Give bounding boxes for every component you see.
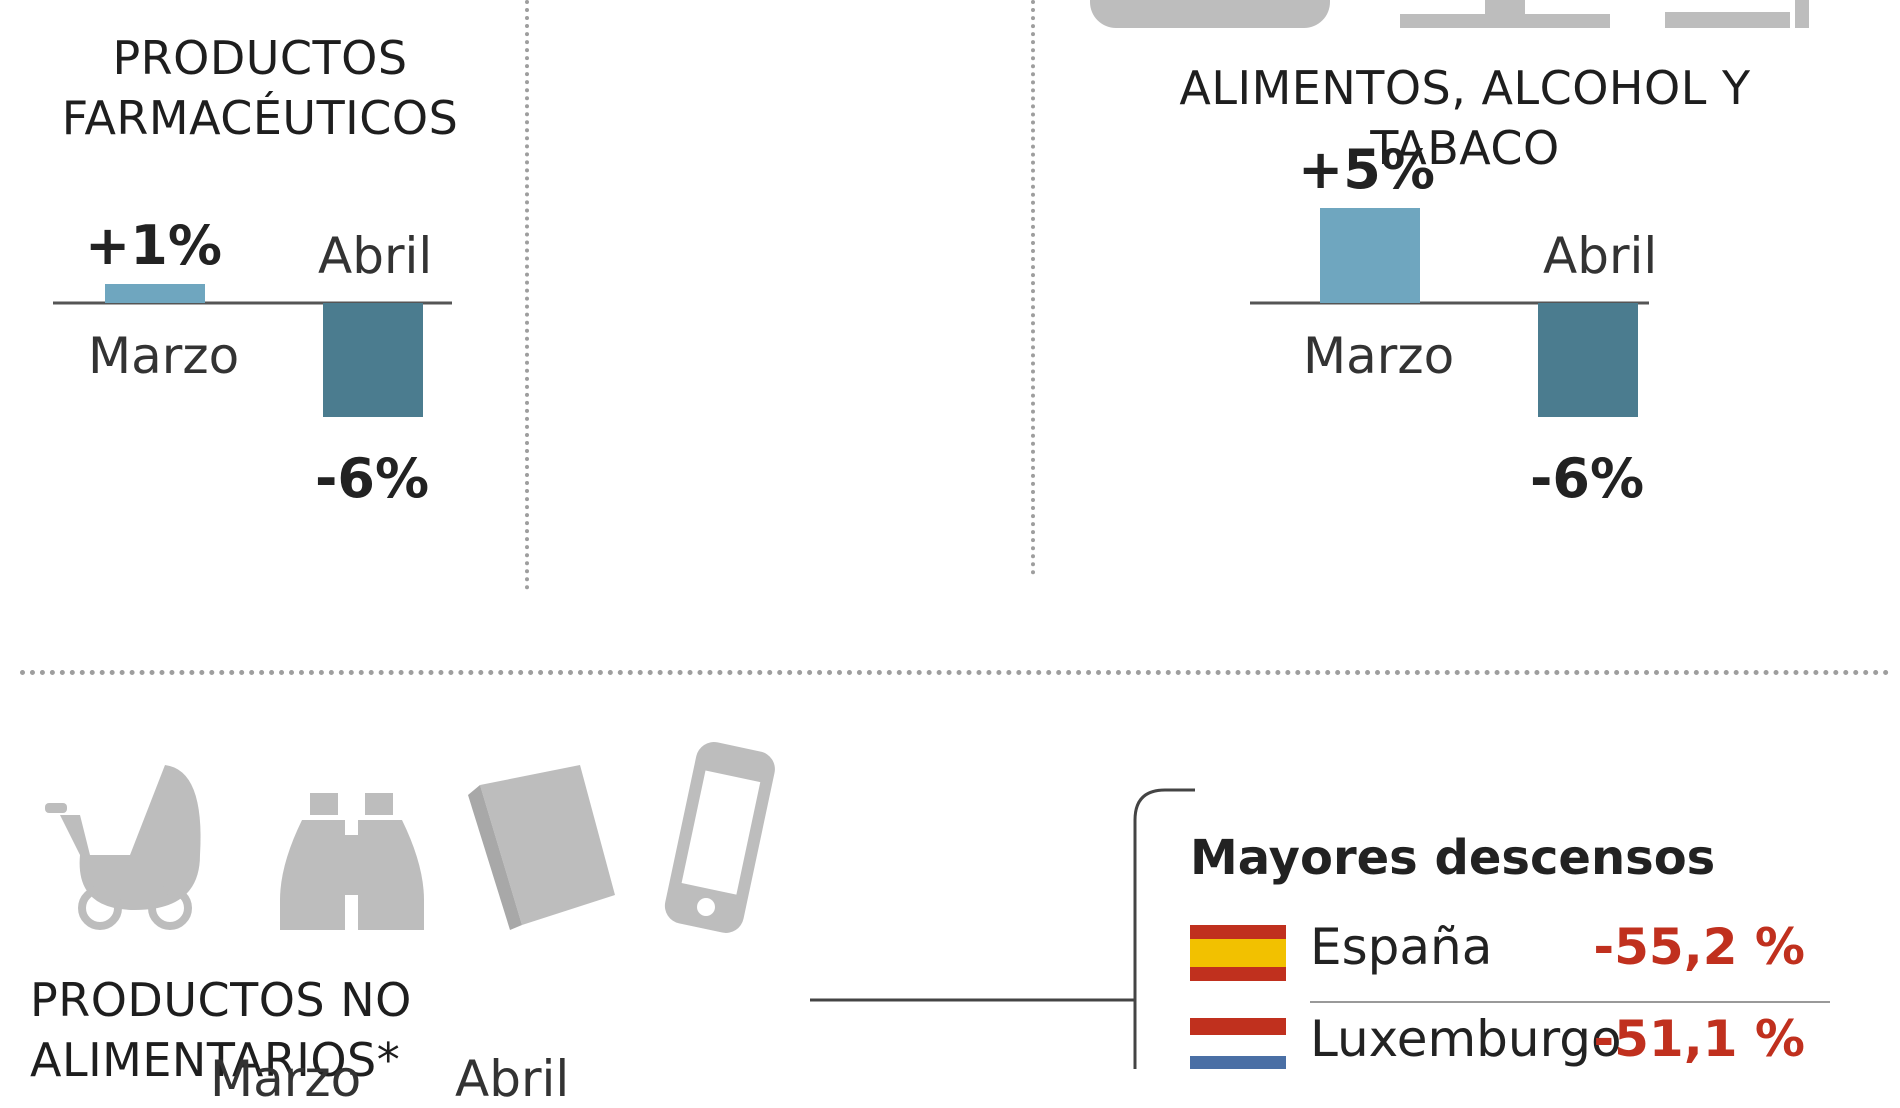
country-name: Luxemburgo [1310,1010,1622,1068]
panel2-title: ALIMENTOS, ALCOHOL Y TABACO [1080,58,1850,178]
category-label-abril: Abril [1543,227,1657,285]
value-label-marzo: +1% [85,214,222,277]
category-label-marzo: Marzo [88,327,239,385]
country-value: -55,2 % [1593,918,1805,976]
non-food-label-marzo: Marzo [210,1050,362,1108]
country-value: -51,1 % [1593,1010,1805,1068]
food-tray-icon [1090,0,1330,28]
category-label-marzo: Marzo [1303,327,1454,385]
cigarette-lines-icon [1795,0,1809,28]
panel1-title-line2: FARMACÉUTICOS [61,91,459,145]
connector-line [810,788,1195,1069]
book-icon [468,765,615,930]
luxembourg-flag-icon [1190,1018,1286,1069]
row-divider [1310,1001,1830,1003]
binoculars-icon [280,793,424,930]
spain-flag-icon [1190,925,1286,981]
category-label-abril: Abril [318,227,432,285]
smartphone-icon [664,742,775,933]
separator-horizontal [20,670,1890,675]
box-title: Mayores descensos [1190,830,1716,886]
non-food-title: PRODUCTOS NO ALIMENTARIOS* [30,973,412,1087]
panel2-title-line1: ALIMENTOS, ALCOHOL Y TABACO [1179,61,1751,175]
value-label-abril: -6% [315,447,429,510]
stroller-icon [45,765,201,930]
value-label-marzo: +5% [1298,138,1435,201]
food-icons-partial [1090,0,1809,28]
non-food-label-abril: Abril [455,1050,570,1108]
value-label-abril: -6% [1530,447,1644,510]
bottle-neck-icon [1485,0,1525,16]
bottle-base-icon [1400,14,1610,28]
non-food-icons [45,742,775,933]
panel1-title: PRODUCTOS FARMACÉUTICOS [40,28,480,148]
panel2-chart: +5% -6% Marzo Abril [1250,138,1657,510]
bar-abril [1538,303,1638,417]
bar-marzo [1320,208,1420,303]
separator-left [525,0,529,590]
cigarette-pack-icon [1665,12,1790,28]
panel1-chart: +1% -6% Marzo Abril [53,214,452,510]
country-name: España [1310,918,1493,976]
panel1-title-line1: PRODUCTOS [112,31,408,85]
separator-right [1031,0,1035,575]
bar-marzo [105,284,205,303]
bar-abril [323,303,423,417]
